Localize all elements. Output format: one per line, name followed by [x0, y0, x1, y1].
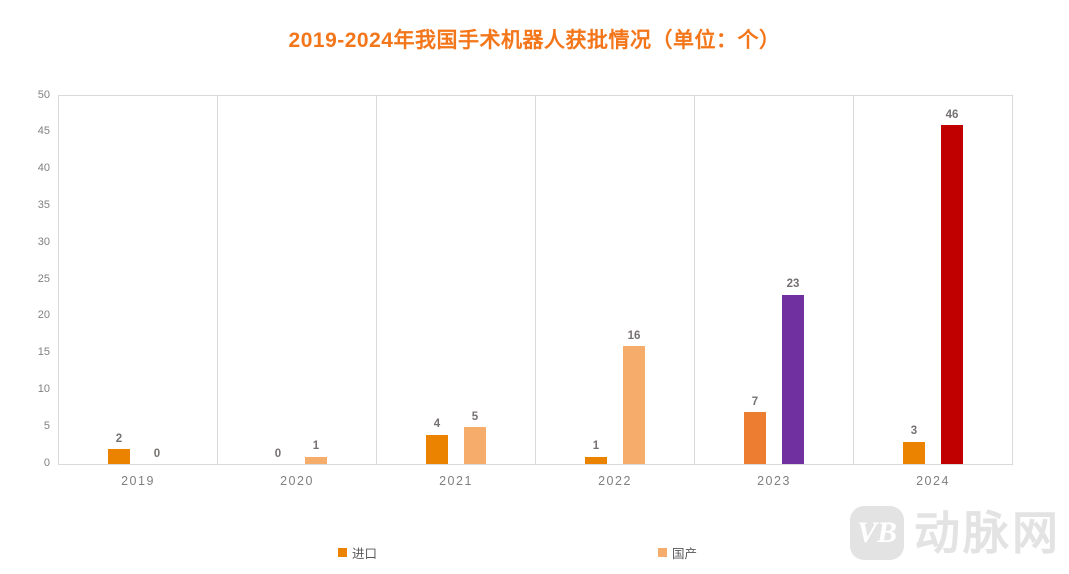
bar-col-domestic-2020: 1: [305, 96, 327, 464]
year-group-2024: 3 46 2024: [853, 96, 1012, 488]
bar-col-import-2024: 3: [903, 96, 925, 464]
bar-value-label: 1: [312, 440, 320, 453]
bar-import-2023: [744, 412, 766, 464]
bar-pair: 7 23: [695, 96, 853, 464]
bar-col-domestic-2024: 46: [941, 96, 963, 464]
bar-col-import-2020: 0: [267, 96, 289, 464]
watermark-brand-text: 动脉网: [914, 507, 1061, 559]
bar-domestic-2023: [782, 294, 804, 464]
y-axis-tick: 40: [37, 162, 50, 175]
bar-value-label: 3: [910, 425, 918, 438]
y-axis: 0 5 10 15 20 25 30 35 40 45 50: [0, 89, 50, 468]
bar-value-label: 1: [592, 440, 600, 453]
y-axis-tick: 0: [43, 456, 50, 469]
x-axis-label: 2020: [280, 474, 314, 488]
bar-value-label: 5: [471, 410, 479, 423]
year-group-2022: 1 16 2022: [535, 96, 694, 488]
bar-col-import-2023: 7: [744, 96, 766, 464]
x-axis-label: 2019: [121, 474, 155, 488]
bar-import-2024: [903, 441, 925, 464]
bar-pair: 1 16: [536, 96, 694, 464]
bar-col-domestic-2022: 16: [623, 96, 645, 464]
brand-watermark: VB 动脉网: [850, 506, 1061, 560]
bar-col-import-2022: 1: [585, 96, 607, 464]
bar-value-label: 46: [945, 108, 959, 121]
y-axis-tick: 45: [37, 125, 50, 138]
legend-swatch-import: [338, 548, 347, 557]
bar-import-2019: [108, 449, 130, 464]
x-axis-label: 2022: [598, 474, 632, 488]
bar-import-2022: [585, 456, 607, 464]
x-axis-label: 2021: [439, 474, 473, 488]
bar-domestic-2020: [305, 456, 327, 464]
chart-title: 2019-2024年我国手术机器人获批情况（单位：个）: [288, 29, 781, 52]
bar-value-label: 16: [627, 329, 641, 342]
y-axis-tick: 30: [37, 235, 50, 248]
x-axis-label: 2024: [916, 474, 950, 488]
year-group-2023: 7 23 2023: [694, 96, 853, 488]
bar-col-domestic-2023: 23: [782, 96, 804, 464]
vb-logo-badge: VB: [850, 506, 904, 560]
bar-value-label: 23: [786, 278, 800, 291]
bar-domestic-2022: [623, 346, 645, 464]
bar-col-domestic-2021: 5: [464, 96, 486, 464]
y-axis-tick: 5: [43, 419, 50, 432]
y-axis-tick: 35: [37, 198, 50, 211]
legend: 进口 国产: [0, 543, 1069, 563]
bar-col-import-2019: 2: [108, 96, 130, 464]
year-group-2020: 0 1 2020: [217, 96, 376, 488]
bar-import-2021: [426, 434, 448, 464]
bar-domestic-2024: [941, 125, 963, 464]
year-group-2021: 4 5 2021: [376, 96, 535, 488]
bar-value-label: 7: [751, 395, 759, 408]
legend-item-domestic: 国产: [658, 543, 697, 562]
y-axis-tick: 10: [37, 382, 50, 395]
x-axis-label: 2023: [757, 474, 791, 488]
y-axis-tick: 15: [37, 346, 50, 359]
y-axis-tick: 50: [37, 88, 50, 101]
legend-label-domestic: 国产: [672, 547, 698, 561]
year-group-2019: 2 0 2019: [59, 96, 217, 488]
bar-col-import-2021: 4: [426, 96, 448, 464]
legend-label-import: 进口: [352, 547, 378, 561]
y-axis-tick: 20: [37, 309, 50, 322]
bar-value-label: 0: [274, 447, 282, 460]
legend-item-import: 进口: [338, 543, 377, 562]
bar-col-domestic-2019: 0: [146, 96, 168, 464]
legend-swatch-domestic: [658, 548, 667, 557]
bar-pair: 3 46: [854, 96, 1012, 464]
bar-value-label: 4: [433, 418, 441, 431]
plot-area: 2 0 2019 0 1 2020 4 5 2021 1 16 2022 7 23 2023 3 46 2024: [58, 95, 1013, 488]
y-axis-tick: 25: [37, 272, 50, 285]
bar-value-label: 0: [153, 447, 161, 460]
bar-value-label: 2: [115, 432, 123, 445]
bar-domestic-2021: [464, 427, 486, 464]
